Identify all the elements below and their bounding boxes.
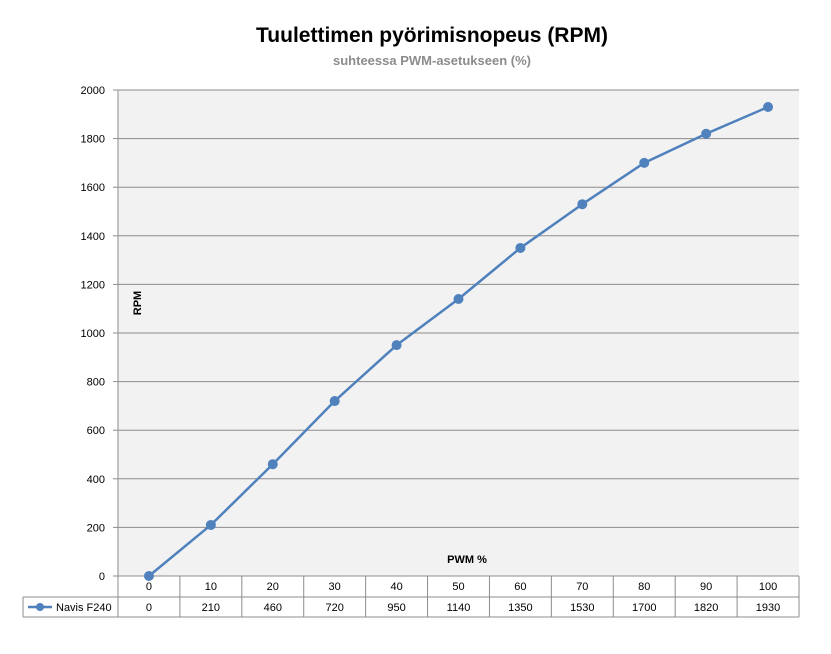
data-table-value: 1820 [694, 602, 718, 614]
data-point [577, 199, 588, 210]
y-tick-label: 1800 [81, 134, 105, 146]
data-point [267, 459, 278, 470]
data-table-value: 1530 [570, 602, 594, 614]
data-point [639, 157, 650, 168]
data-table-value: 950 [387, 602, 405, 614]
x-tick-label: 90 [700, 581, 712, 593]
x-tick-label: 50 [452, 581, 464, 593]
data-point [453, 293, 464, 304]
chart-title: Tuulettimen pyörimisnopeus (RPM) [256, 24, 608, 47]
data-table-value: 1930 [756, 602, 780, 614]
data-point [701, 128, 712, 139]
data-table-value: 460 [264, 602, 282, 614]
x-tick-label: 100 [759, 581, 777, 593]
y-tick-label: 0 [99, 571, 105, 583]
legend-label: Navis F240 [56, 602, 112, 614]
y-tick-label: 1000 [81, 328, 105, 340]
data-table-value: 1140 [447, 602, 471, 614]
data-table-value: 1700 [632, 602, 656, 614]
y-tick-label: 1400 [81, 231, 105, 243]
series-navis-f240 [143, 102, 774, 581]
data-table-value: 720 [326, 602, 344, 614]
chart-subtitle: suhteessa PWM-asetukseen (%) [333, 53, 531, 68]
x-tick-label: 80 [638, 581, 650, 593]
y-tick-label: 400 [87, 474, 105, 486]
data-point [515, 242, 526, 253]
data-point [329, 396, 340, 407]
y-axis-label: RPM [132, 291, 144, 315]
y-tick-label: 200 [87, 522, 105, 534]
data-point [763, 102, 774, 113]
data-table: 0 10 20 30 40 50 60 70 80 90 100 0 210 460 720 950 1140 1… [22, 575, 800, 618]
data-point [391, 340, 402, 351]
y-tick-label: 600 [87, 425, 105, 437]
x-tick-label: 10 [205, 581, 217, 593]
x-axis-label: PWM % [447, 554, 487, 566]
gridlines [113, 89, 799, 577]
data-table-value: 0 [146, 602, 152, 614]
y-tick-label: 1200 [81, 279, 105, 291]
y-tick-label: 800 [87, 377, 105, 389]
x-tick-label: 20 [267, 581, 279, 593]
x-tick-label: 0 [146, 581, 152, 593]
data-point [205, 519, 216, 530]
x-tick-label: 60 [514, 581, 526, 593]
legend-marker [36, 603, 44, 611]
x-tick-label: 30 [329, 581, 341, 593]
data-table-value: 210 [202, 602, 220, 614]
y-axis-ticks: 0 200 400 600 800 1000 1200 1400 1600 1800 2000 [81, 85, 105, 583]
data-table-value: 1350 [508, 602, 532, 614]
y-tick-label: 1600 [81, 182, 105, 194]
x-tick-label: 40 [390, 581, 402, 593]
y-tick-label: 2000 [81, 85, 105, 97]
data-point [143, 571, 154, 581]
x-tick-label: 70 [576, 581, 588, 593]
